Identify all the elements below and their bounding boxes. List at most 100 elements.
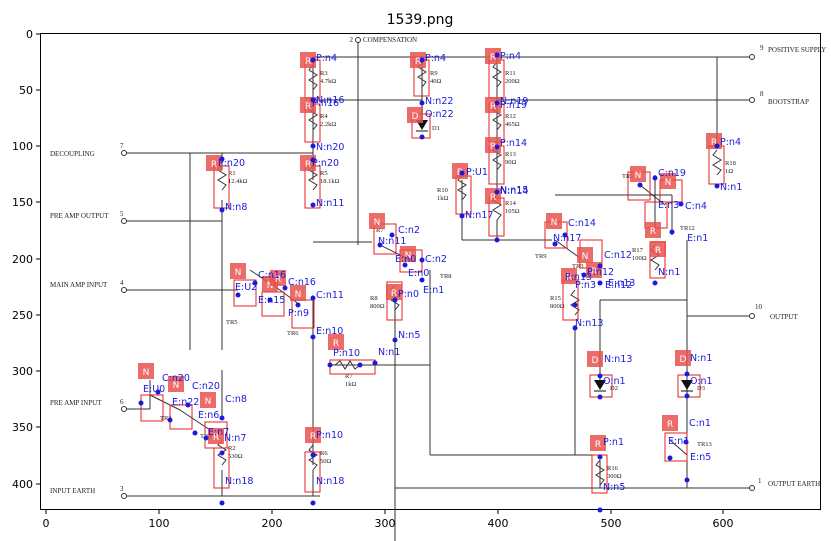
annotation-text: N:n5 xyxy=(603,482,625,493)
component-ref: R5 xyxy=(320,170,328,177)
component-value: 1kΩ xyxy=(437,195,449,202)
component-value: 90Ω xyxy=(505,159,517,166)
port-number: 2 xyxy=(350,36,354,44)
tag-label: R xyxy=(391,289,397,299)
component-value: 18.1kΩ xyxy=(320,178,340,185)
annotation-text: N:n22 xyxy=(425,96,453,107)
tag-label: N xyxy=(582,252,589,262)
component-value: 800Ω xyxy=(370,303,385,310)
port-number: 9 xyxy=(760,44,764,52)
tag-label: R xyxy=(213,433,219,443)
y-tick-label: 50 xyxy=(19,84,33,97)
component-value: 1Ω xyxy=(725,168,733,175)
annotation-text: P:n19 xyxy=(500,100,527,111)
component-ref: TR13 xyxy=(697,441,712,448)
annotation-text: C:n12 xyxy=(604,250,632,261)
figure-title: 1539.png xyxy=(387,12,454,28)
tag-label: R xyxy=(595,440,601,450)
annotation-text: P:n20 xyxy=(218,158,245,169)
tag-label: R xyxy=(490,193,496,203)
annotation-text: E:n1 xyxy=(423,285,444,296)
annotation-text: P:n4 xyxy=(720,137,741,148)
annotation-text: P:n14 xyxy=(500,138,527,149)
tag-label: N xyxy=(551,218,558,228)
component-ref: TR8 xyxy=(440,273,452,280)
annotation-text: N:n13 xyxy=(604,354,632,365)
y-tick-label: 0 xyxy=(26,28,33,41)
component-ref: R18 xyxy=(725,160,736,167)
annotation-text: N:n20 xyxy=(316,142,344,153)
annotation-text: N:n8 xyxy=(225,202,247,213)
annotation-text: O:n1 xyxy=(690,376,713,387)
component-value: 2.2kΩ xyxy=(320,121,336,128)
annotation-tags: R R R R D R R R R R R R N N N N N R N xyxy=(138,48,722,451)
component-ref: R15 xyxy=(550,295,561,302)
annotation-text: C:n16 xyxy=(258,270,286,281)
tag-label: N xyxy=(405,251,412,261)
component-ref: TR5 xyxy=(226,319,238,326)
component-ref: R11 xyxy=(505,70,516,77)
annotation-text: E:n6 xyxy=(198,410,219,421)
annotation-text: C:n1 xyxy=(689,418,711,429)
annotation-text: N:n1 xyxy=(658,267,680,278)
tag-label: R xyxy=(490,102,496,112)
port-label: OUTPUT xyxy=(770,313,798,321)
component-ref: R14 xyxy=(505,200,517,207)
component-value: 1kΩ xyxy=(345,381,357,388)
y-tick-label: 250 xyxy=(12,309,33,322)
annotation-text: N:n17 xyxy=(465,210,493,221)
annotation-labels: P:n4 P:n4 P:n4 N:n16 N:n22 N:n19 O:n22 P… xyxy=(143,51,742,493)
port-label: PRE AMP INPUT xyxy=(50,399,102,407)
annotation-text: C:n8 xyxy=(225,394,247,405)
annotation-text: N:n18 xyxy=(316,476,344,487)
x-tick-label: 0 xyxy=(43,517,50,530)
component-value: 465Ω xyxy=(505,121,520,128)
x-tick-label: 500 xyxy=(601,517,622,530)
annotation-text: C:n2 xyxy=(398,225,420,236)
component-ref: R16 xyxy=(607,465,619,472)
annotation-text: P:n10 xyxy=(316,430,343,441)
annotation-text: P:n4 xyxy=(316,53,337,64)
component-ref: TR3 xyxy=(572,263,584,270)
annotation-text: E:n1 xyxy=(668,436,689,447)
annotation-text: E:U2 xyxy=(235,282,257,293)
annotation-text: E:n10 xyxy=(316,326,343,337)
y-tick-label: 200 xyxy=(12,253,33,266)
component-ref: R9 xyxy=(430,70,438,77)
annotation-text: E:n0 xyxy=(408,268,429,279)
component-value: 800Ω xyxy=(550,303,565,310)
annotation-text: P:n20 xyxy=(312,158,339,169)
tag-label: N xyxy=(374,218,381,228)
component-ref: R3 xyxy=(320,70,328,77)
annotation-text: N:n17 xyxy=(553,233,581,244)
annotation-dots xyxy=(138,52,720,513)
y-axis: 0 50 100 150 200 250 300 350 400 xyxy=(12,28,40,491)
port-label: POSITIVE SUPPLY xyxy=(768,46,826,54)
annotation-text: N:n19 xyxy=(500,96,528,107)
component-value: 105Ω xyxy=(505,208,520,215)
annotation-text: C:n11 xyxy=(316,290,344,301)
annotation-text: P:n12 xyxy=(587,267,614,278)
tag-label: N xyxy=(143,368,150,378)
annotation-text: P:n10 xyxy=(333,348,360,359)
resistor-symbol xyxy=(492,61,502,88)
annotation-text: P:n9 xyxy=(288,308,309,319)
y-tick-label: 300 xyxy=(12,365,33,378)
x-tick-label: 100 xyxy=(149,517,170,530)
y-tick-label: 150 xyxy=(12,196,33,209)
annotation-text: C:n20 xyxy=(192,381,220,392)
tag-label: R xyxy=(415,57,421,67)
component-ref: R13 xyxy=(505,151,516,158)
port-label: INPUT EARTH xyxy=(50,487,95,495)
component-value: 200Ω xyxy=(505,78,520,85)
component-ref: D2 xyxy=(610,385,618,392)
port-label: MAIN AMP INPUT xyxy=(50,281,108,289)
annotation-text: P:n4 xyxy=(500,51,521,62)
port-number: 8 xyxy=(760,90,764,98)
tag-label: R xyxy=(305,57,311,67)
resistor-symbol xyxy=(595,459,605,486)
annotation-text: N:n16 xyxy=(316,95,344,106)
annotation-text: C:n19 xyxy=(658,168,686,179)
port-label: PRE AMP OUTPUT xyxy=(50,212,109,220)
